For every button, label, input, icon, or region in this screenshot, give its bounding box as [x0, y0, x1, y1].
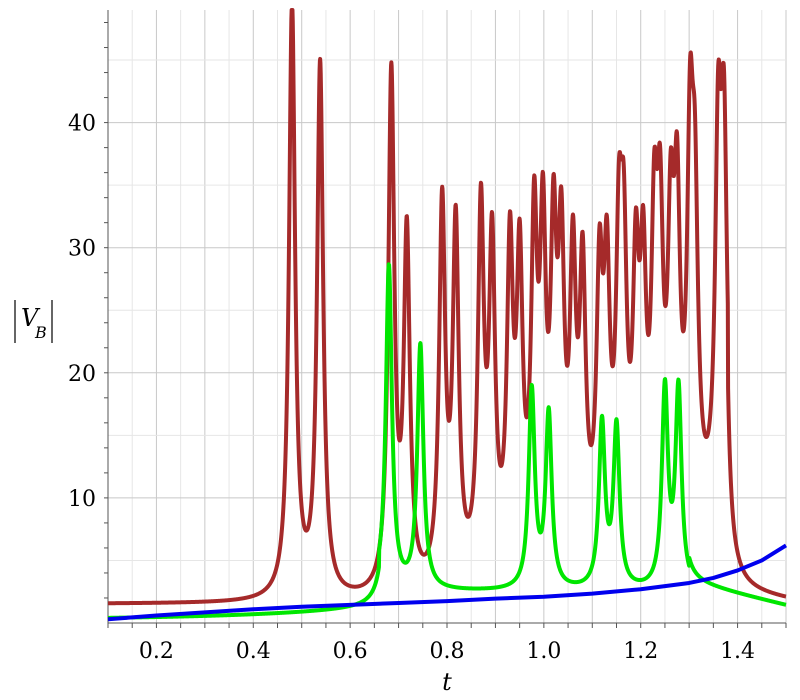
tick-labels: 0.2 0.4 0.6 0.8 1.0 1.2 1.4 10 20 30 40	[68, 112, 755, 664]
grid	[107, 10, 787, 623]
x-tick-label: 0.2	[139, 639, 174, 664]
y-axis-label-sub: B	[34, 323, 47, 342]
series-line-2	[106, 262, 788, 620]
x-tick-label: 1.4	[720, 639, 755, 664]
x-tick-label: 0.6	[333, 639, 368, 664]
series-group	[106, 8, 788, 622]
y-axis-label: V B	[14, 300, 53, 343]
x-tick-label: 1.0	[526, 639, 561, 664]
series-line-1	[106, 8, 788, 606]
axes	[104, 10, 787, 628]
x-tick-label: 1.2	[623, 639, 658, 664]
y-axis-label-main: V	[21, 304, 41, 332]
x-axis-label: t	[442, 668, 452, 696]
x-tick-label: 0.4	[236, 639, 271, 664]
y-tick-label: 10	[68, 487, 96, 512]
y-tick-label: 40	[68, 112, 96, 137]
y-tick-label: 30	[68, 237, 96, 262]
x-tick-label: 0.8	[430, 639, 465, 664]
series-line-3	[107, 543, 788, 622]
y-tick-label: 20	[68, 362, 96, 387]
